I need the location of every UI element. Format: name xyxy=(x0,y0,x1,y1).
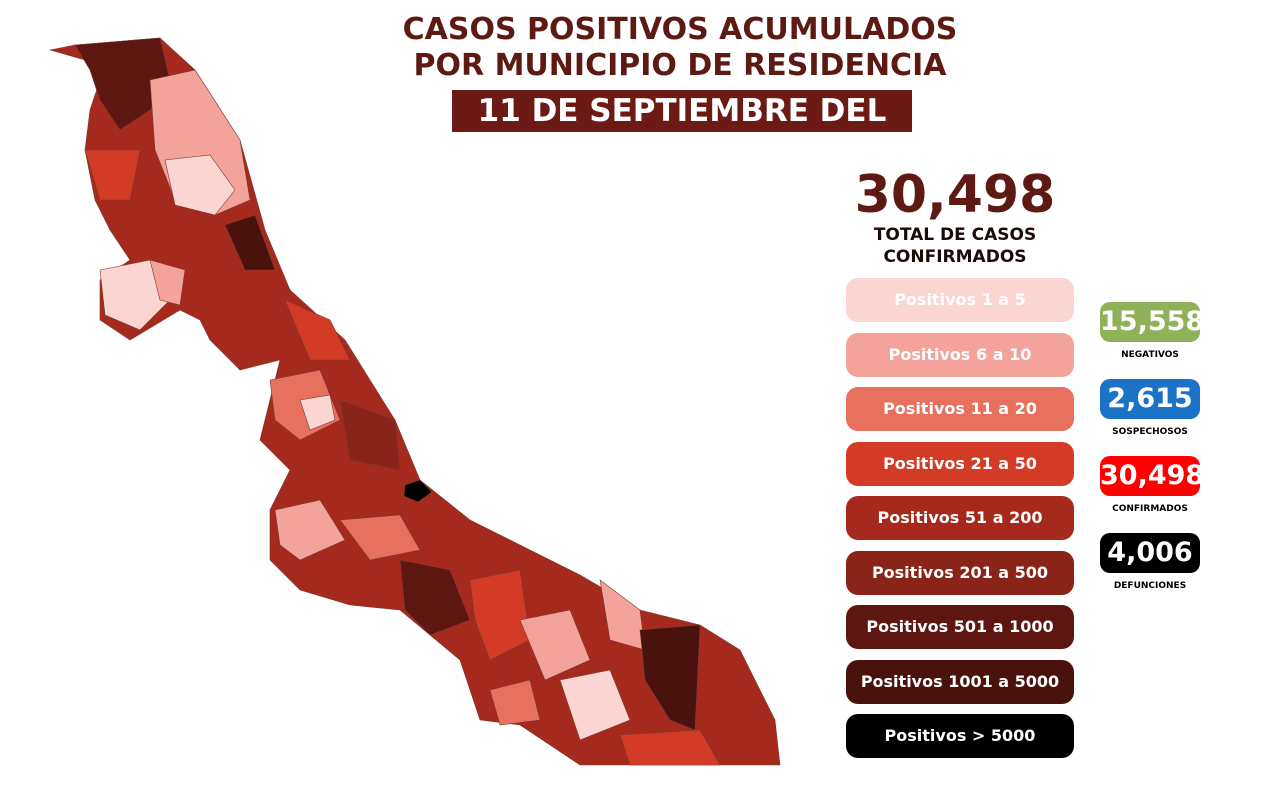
region xyxy=(489,679,541,726)
stat-label: NEGATIVOS xyxy=(1121,350,1179,360)
title-line: POR MUNICIPIO DE RESIDENCIA xyxy=(413,48,947,83)
stat-label: SOSPECHOSOS xyxy=(1112,427,1188,437)
region xyxy=(559,669,631,741)
legend-item: Positivos > 5000 xyxy=(846,714,1074,758)
legend-item: Positivos 11 a 20 xyxy=(846,387,1074,431)
legend-item: Positivos 1 a 5 xyxy=(846,278,1074,322)
stat-label: CONFIRMADOS xyxy=(1112,504,1188,514)
region xyxy=(274,499,346,561)
legend-item: Positivos 501 a 1000 xyxy=(846,605,1074,649)
region xyxy=(224,214,276,271)
total-label: TOTAL DE CASOS xyxy=(873,225,1037,245)
region xyxy=(469,569,531,661)
date-banner: 11 DE SEPTIEMBRE DEL 2020 xyxy=(452,90,912,171)
stat-value: 4,006 xyxy=(1100,533,1200,573)
region xyxy=(403,479,433,503)
region xyxy=(149,259,186,306)
region xyxy=(74,37,171,131)
region xyxy=(399,559,471,636)
legend-item: Positivos 6 a 10 xyxy=(846,332,1074,377)
region xyxy=(299,394,336,431)
legend-item: Positivos 201 a 500 xyxy=(846,550,1074,595)
region xyxy=(284,299,351,361)
legend-item: Positivos 1001 a 5000 xyxy=(846,659,1074,704)
title-line: CASOS POSITIVOS ACUMULADOS xyxy=(402,12,958,47)
region xyxy=(84,149,141,201)
legend-item: Positivos 51 a 200 xyxy=(846,496,1074,540)
region xyxy=(339,399,401,471)
region xyxy=(164,154,236,216)
stat-value: 30,498 xyxy=(1100,456,1204,496)
region xyxy=(339,514,421,561)
total-value: 30,498 xyxy=(854,165,1056,225)
stat-value: 2,615 xyxy=(1100,379,1200,419)
region xyxy=(99,259,171,331)
total-label: CONFIRMADOS xyxy=(883,247,1027,267)
stat-value: 15,558 xyxy=(1100,302,1204,342)
region xyxy=(519,609,591,681)
state-outline xyxy=(49,37,781,766)
region xyxy=(619,729,721,766)
region xyxy=(639,624,701,731)
stat-label: DEFUNCIONES xyxy=(1113,581,1187,591)
legend-item: Positivos 21 a 50 xyxy=(846,441,1074,486)
